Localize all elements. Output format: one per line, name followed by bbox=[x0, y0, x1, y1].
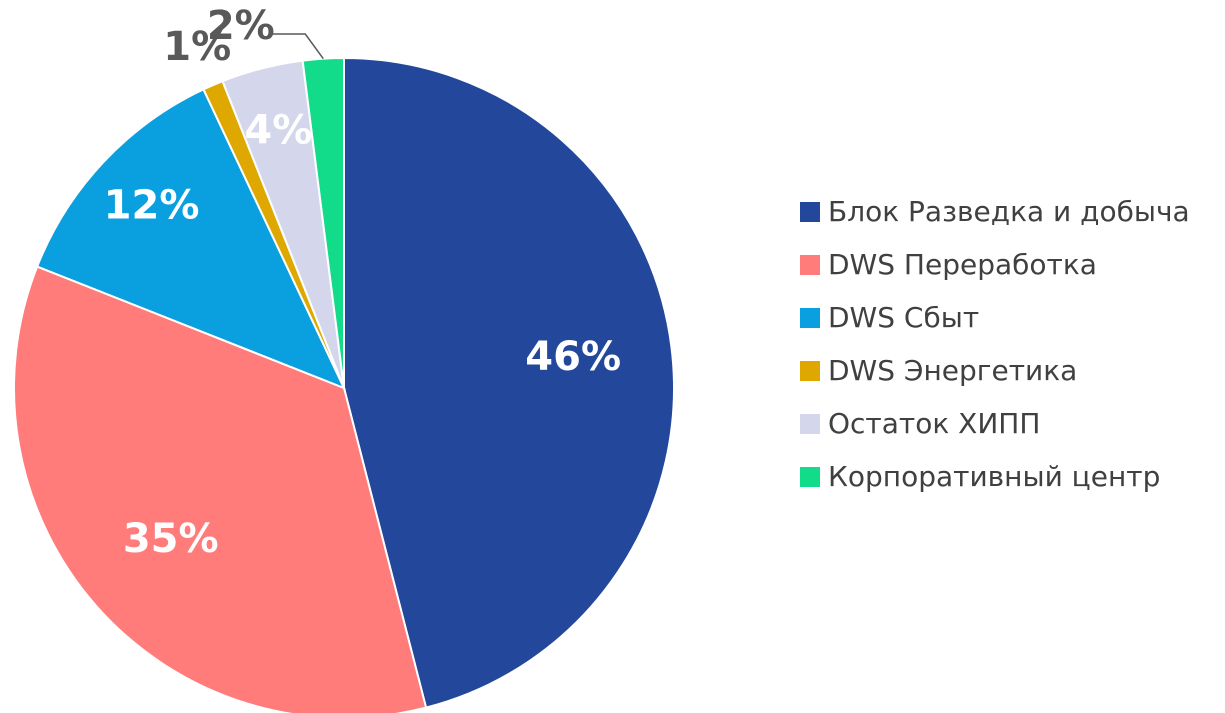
legend-label: DWS Сбыт bbox=[828, 301, 979, 334]
legend-label: DWS Переработка bbox=[828, 248, 1097, 281]
legend-label: Блок Разведка и добыча bbox=[828, 195, 1190, 228]
pie-slice bbox=[343, 56, 675, 709]
data-label: 46% bbox=[525, 334, 621, 380]
leader-line bbox=[270, 33, 324, 60]
data-label: 2% bbox=[207, 3, 275, 49]
pie-slice bbox=[35, 88, 346, 390]
legend-swatch bbox=[800, 202, 820, 222]
legend-swatch bbox=[800, 308, 820, 328]
legend-label: Корпоративный центр bbox=[828, 460, 1160, 493]
pie-slice bbox=[13, 265, 428, 713]
legend-label: DWS Энергетика bbox=[828, 354, 1077, 387]
legend-swatch bbox=[800, 255, 820, 275]
data-label: 35% bbox=[123, 516, 219, 562]
legend-swatch bbox=[800, 467, 820, 487]
legend-swatch bbox=[800, 414, 820, 434]
data-label: 12% bbox=[104, 182, 200, 228]
legend-swatch bbox=[800, 361, 820, 381]
data-label: 4% bbox=[244, 107, 312, 153]
data-label: 1% bbox=[163, 24, 231, 70]
legend-label: Остаток ХИПП bbox=[828, 407, 1040, 440]
